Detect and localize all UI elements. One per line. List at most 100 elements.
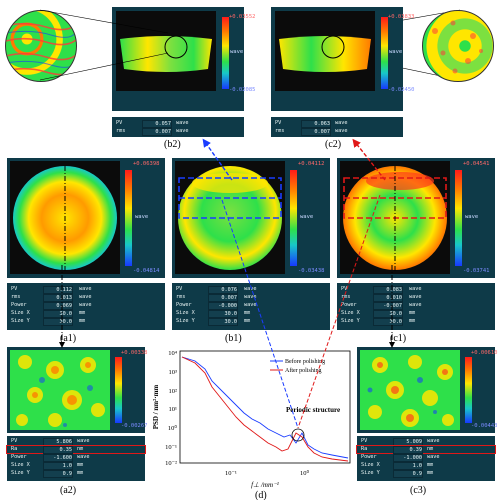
row-b1-4: Size Y 30.0 mm [176,318,251,326]
cbar-top-b1: +0.04112 [298,161,325,167]
row-a2-2: Power -1.600 wave [11,454,90,462]
row-b1-0: PV 0.076 wave [176,286,257,294]
table-b1: PV 0.076 wave rms 0.007 wave Power -0.000 wave… [172,283,330,330]
cbar-bottom-a2: -0.00267 [121,423,148,429]
map-a2-surface [16,355,105,427]
colorbar-c1 [455,170,462,266]
map-c2 [275,11,375,91]
caption-a1: (a1) [60,333,77,344]
row-c1-1: rms 0.010 wave [341,294,422,302]
panel-b1: +0.04112 wave -0.03438 [172,158,330,278]
panel-c3: +0.00610 -0.00443 [357,347,498,433]
psd-annotation: Periodic structure [286,406,340,414]
colorbar-b1 [290,170,297,266]
table-a2: PV 5.806 wave Ra 0.35 nm Power -1.600 wave Siz… [6,436,146,481]
legend-before: Before polishing [285,358,325,365]
ytick-3: 10¹ [169,406,178,413]
series-after [181,356,349,462]
table-a1: PV 0.112 wave rms 0.013 wave Power 0.069 wave … [7,283,165,330]
row-a2-0: PV 5.806 wave [11,438,90,446]
caption-c2: (c2) [325,139,342,150]
cbar-top-c3: +0.00610 [471,350,498,356]
map-a2 [10,350,110,430]
cbar-bottom-c3: -0.00443 [471,423,498,429]
inset-b2 [5,10,77,82]
colorbar-c2 [381,17,388,89]
row-a1-1: rms 0.013 wave [11,294,92,302]
table-c1: PV 0.083 wave rms 0.010 wave Power -0.007 wave… [337,283,495,330]
panel-c2: +0.03833 wave -0.02450 [271,7,415,111]
map-a1 [10,161,120,274]
cbar-unit-c2: wave [389,49,403,55]
xtick-1: 10⁰ [300,469,310,477]
row-c1-4: Size Y 30.0 mm [341,318,416,326]
cbar-unit-a1: wave [135,214,149,220]
ytick-6: 10⁻² [165,460,177,467]
row-c1-3: Size X 30.0 mm [341,310,416,318]
row-a1-3: Size X 30.0 mm [11,310,86,318]
caption-c3: (c3) [410,485,427,496]
table-c3: PV 5.009 wave Ra 0.39 nm Power -1.000 wave Siz… [356,436,496,481]
caption-b2: (b2) [164,139,181,150]
panel-a2: +0.00338 -0.00267 [7,347,148,433]
map-a1-surface [13,166,117,271]
map-c1-surface [343,166,447,271]
psd-yticks: 10⁴ 10³ 10² 10¹ 10⁰ 10⁻¹ 10⁻² [165,350,178,467]
row-c3-2: Power -1.000 wave [361,454,440,462]
ytick-5: 10⁻¹ [165,444,177,451]
cbar-bottom-c2: -0.02450 [388,87,415,93]
cbar-top-a2: +0.00338 [121,350,148,356]
panel-a1: +0.06398 wave -0.04814 [7,158,165,278]
row-c2-1: rms 0.007 wave [275,128,348,136]
map-c2-surface [279,35,371,72]
panel-c1: +0.04541 wave -0.03741 [337,158,495,278]
row-a2-4: Size Y 0.9 mm [11,470,84,478]
row-a1-0: PV 0.112 wave [11,286,92,294]
panel-b2: +0.03552 wave -0.02085 [112,7,256,111]
caption-b1: (b1) [225,333,242,344]
connectors-top [39,9,461,81]
row-b2-0: PV 0.057 wave [116,120,189,128]
xtick-0: 10⁻¹ [225,470,237,477]
row-c2-0: PV 0.063 wave [275,120,348,128]
row-c1-0: PV 0.083 wave [341,286,422,294]
row-c3-0: PV 5.009 wave [361,438,440,446]
map-b2 [116,11,216,91]
caption-d: (d) [255,490,267,500]
colorbar-c3 [465,357,472,423]
cbar-bottom-b2: -0.02085 [229,87,256,93]
row-c3-1: Ra 0.39 nm [356,445,496,454]
cbar-top-c2: +0.03833 [388,14,415,20]
psd-ylabel: PSD / nm²·mm [152,385,160,430]
cbar-bottom-a1: -0.04814 [133,268,160,274]
row-a1-4: Size Y 30.0 mm [11,318,86,326]
colorbar-a1 [125,170,132,266]
map-c1 [340,161,450,274]
row-a2-3: Size X 1.0 mm [11,462,84,470]
row-a1-2: Power 0.069 wave [11,302,92,310]
inset-c2 [422,10,494,82]
ytick-4: 10⁰ [168,424,178,432]
row-c3-3: Size X 1.0 mm [361,462,434,470]
ytick-0: 10⁴ [168,350,178,357]
psd-plot: 10⁴ 10³ 10² 10¹ 10⁰ 10⁻¹ 10⁻² 10⁻¹ 10⁰ f… [152,350,351,500]
row-b1-2: Power -0.000 wave [176,302,257,310]
cbar-unit-c1: wave [465,214,479,220]
psd-xlabel: f⊥ /mm⁻¹ [251,481,279,489]
row-b1-1: rms 0.007 wave [176,294,257,302]
map-c3 [360,350,460,430]
ytick-1: 10³ [169,369,178,376]
caption-c1: (c1) [390,333,407,344]
table-c2: PV 0.063 wave rms 0.007 wave [271,117,403,137]
row-a2-1: Ra 0.35 nm [6,445,146,454]
map-b1 [175,161,285,274]
cbar-top-c1: +0.04541 [463,161,490,167]
cbar-bottom-c1: -0.03741 [463,268,490,274]
cbar-bottom-b1: -0.03438 [298,268,325,274]
map-b2-surface [120,35,212,72]
row-b1-3: Size X 30.0 mm [176,310,251,318]
map-c3-surface [367,355,454,427]
ytick-2: 10² [169,388,178,395]
legend-after: After polishing [285,367,322,374]
table-b2: PV 0.057 wave rms 0.007 wave [112,117,244,137]
